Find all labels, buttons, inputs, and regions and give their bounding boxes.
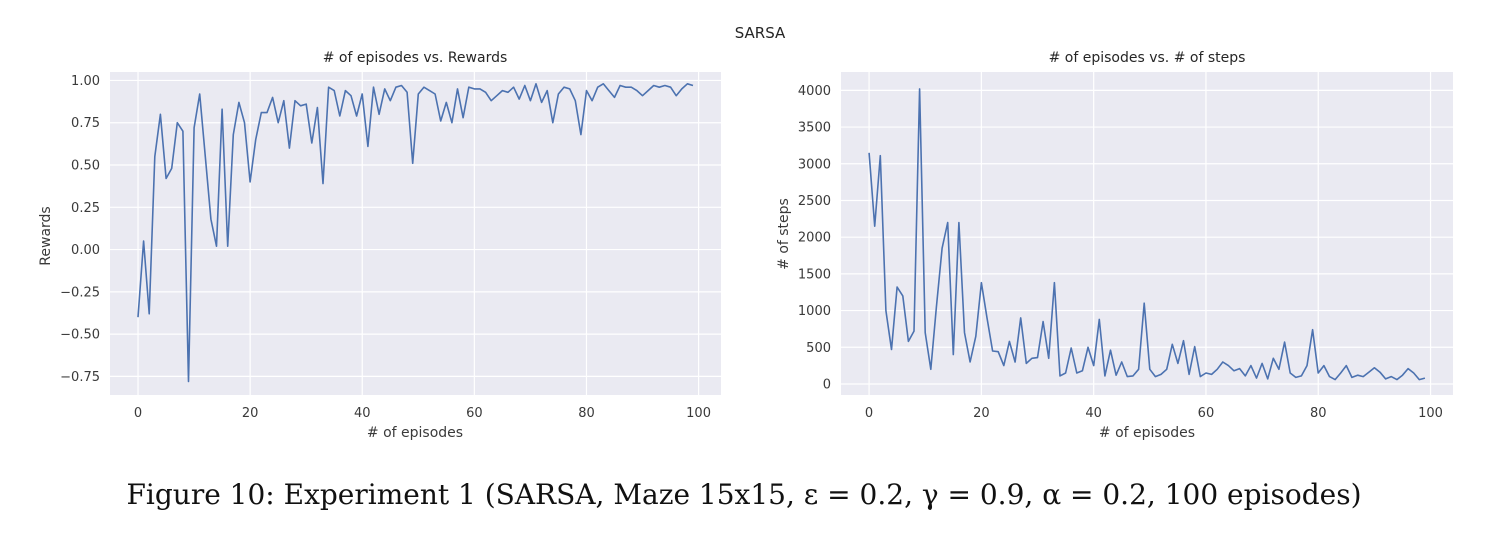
rewards-y-tick-label: 0.00: [71, 243, 100, 258]
rewards-x-tick-label: 80: [578, 406, 595, 421]
steps-y-tick-label: 500: [806, 341, 831, 356]
figure-suptitle: SARSA: [735, 24, 786, 42]
rewards-y-tick-label: 0.75: [71, 116, 100, 131]
steps-x-tick-label: 40: [1085, 406, 1102, 421]
rewards-grid: [110, 72, 721, 395]
steps-y-tick-label: 1000: [798, 304, 831, 319]
steps-chart: 0 20 40 60 80 1000500100015002000250030003500…: [776, 50, 1453, 441]
steps-grid: [841, 72, 1453, 395]
steps-y-axis-label: # of steps: [776, 198, 792, 270]
steps-y-tick-label: 4000: [798, 84, 831, 99]
steps-x-tick-label: 20: [973, 406, 990, 421]
steps-series-group: [868, 88, 1426, 381]
rewards-x-tick-label: 60: [466, 406, 483, 421]
rewards-x-tick-label: 100: [686, 406, 711, 421]
rewards-chart: 0 20 40 60 80 100 −0.75 −0.50 −0.25 0.00 0.25 0.50 0…: [38, 50, 721, 441]
rewards-x-tick-label: 20: [242, 406, 259, 421]
rewards-y-tick-label: 0.50: [71, 159, 100, 174]
figure-caption: Figure 10: Experiment 1 (SARSA, Maze 15x…: [126, 478, 1362, 511]
steps-y-tick-label: 0: [823, 377, 831, 392]
steps-y-tick-label: 2000: [798, 231, 831, 246]
steps-x-tick-label: 100: [1418, 406, 1443, 421]
rewards-y-tick-label: −0.75: [60, 370, 100, 385]
steps-x-axis-label: # of episodes: [1099, 425, 1195, 441]
rewards-series-group: [137, 83, 694, 383]
steps-x-tick-label: 0: [865, 406, 873, 421]
steps-ticks: 0 20 40 60 80 1000500100015002000250030003500…: [798, 84, 1443, 421]
steps-y-tick-label: 3000: [798, 157, 831, 172]
rewards-chart-title: # of episodes vs. Rewards: [323, 50, 508, 66]
rewards-y-tick-label: −0.25: [60, 285, 100, 300]
rewards-ticks: 0 20 40 60 80 100 −0.75 −0.50 −0.25 0.00 0.25 0.50 0…: [60, 74, 711, 421]
rewards-y-axis-label: Rewards: [38, 206, 54, 265]
rewards-y-tick-label: 0.25: [71, 201, 100, 216]
steps-y-tick-label: 3500: [798, 121, 831, 136]
steps-x-tick-label: 80: [1310, 406, 1327, 421]
steps-y-tick-label: 2500: [798, 194, 831, 209]
rewards-x-tick-label: 40: [354, 406, 371, 421]
steps-y-tick-label: 1500: [798, 267, 831, 282]
rewards-series-line: [137, 83, 694, 383]
rewards-x-tick-label: 0: [134, 406, 142, 421]
rewards-y-tick-label: −0.50: [60, 328, 100, 343]
steps-chart-title: # of episodes vs. # of steps: [1049, 50, 1246, 66]
rewards-y-tick-label: 1.00: [71, 74, 100, 89]
steps-x-tick-label: 60: [1198, 406, 1215, 421]
steps-series-line: [868, 88, 1426, 381]
rewards-x-axis-label: # of episodes: [367, 425, 463, 441]
